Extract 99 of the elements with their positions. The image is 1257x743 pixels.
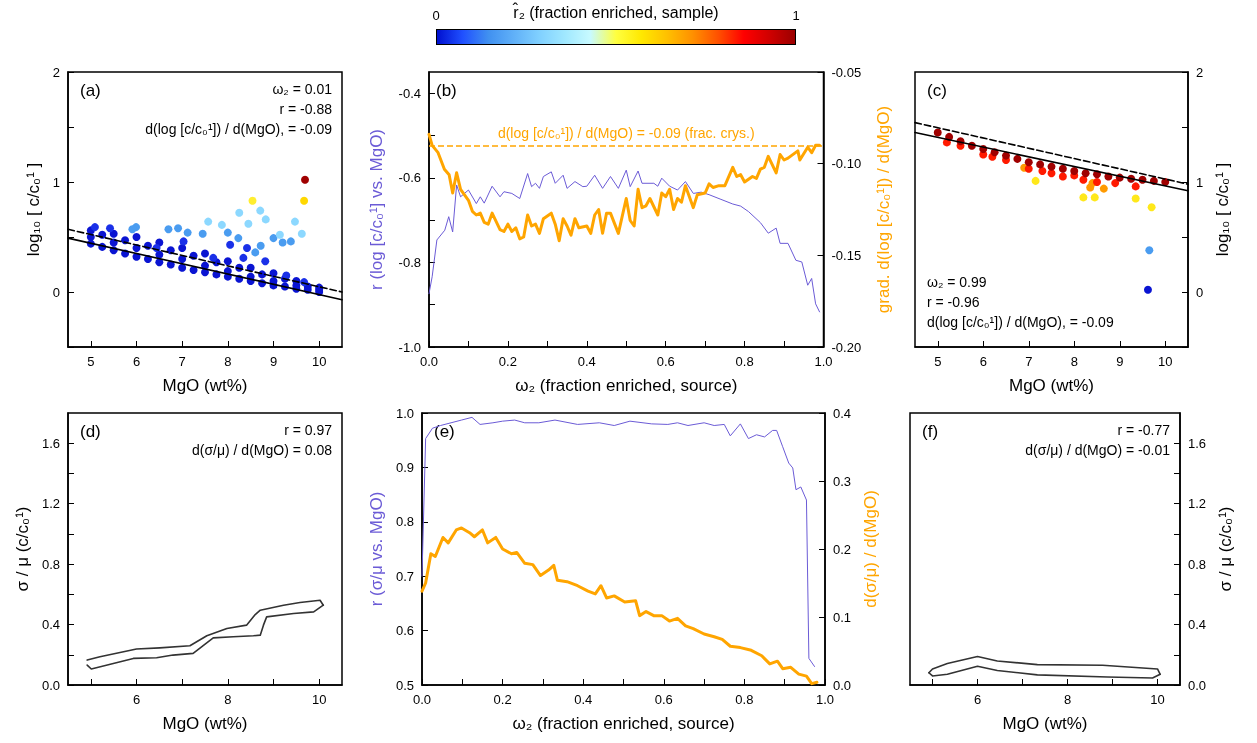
y-tick-label: 1 [52,174,60,190]
annotation: ω₂ = 0.99 [927,274,987,290]
annotation: r = -0.77 [1117,422,1171,438]
x-tick-label: 10 [1150,692,1165,707]
x-tick-label: 8 [224,692,232,707]
annotation: (c) [927,81,947,100]
ref-line-label: d(log [c/c₀¹]) / d(MgO) = -0.09 (frac. crys.) [497,125,755,142]
x-tick-label: 6 [973,692,982,707]
y-tick-label: 0.6 [395,623,414,639]
y2-tick-label: 2 [1196,64,1204,80]
x-axis-title: MgO (wt%) [1002,714,1088,733]
y2-tick-label: 0.8 [1188,556,1207,572]
y-tick-label: 0.9 [395,459,414,475]
y-axis-title: r (σ/μ vs. MgO) [367,491,387,607]
x-tick-label: 8 [1063,692,1072,707]
y-tick-label: -1.0 [398,339,421,355]
color-bar-label: 0 [431,8,441,23]
y2-axis-title: grad. d(log [c/c₀¹]) / d(MgO) [874,105,893,314]
y2-tick-label: -0.15 [831,247,862,263]
annotation: (e) [434,422,455,441]
y-tick-label: -0.6 [398,170,421,186]
y-tick-label: -0.8 [398,254,421,270]
x-tick-label: 8 [224,354,232,369]
y2-axis-title: log₁₀ [ c/c₀¹ ] [1213,162,1233,257]
y2-tick-label: 0.4 [833,405,852,421]
y-tick-label: 0.8 [41,556,60,572]
x-tick-label: 1.0 [815,692,835,707]
x-tick-label: 0.6 [654,692,673,707]
annotation: ω₂ = 0.01 [272,81,333,97]
y-tick-label: 0.5 [395,677,414,693]
x-tick-label: 5 [934,354,942,369]
x-tick-label: 6 [132,692,141,707]
y2-tick-label: -0.20 [831,339,862,355]
y2-axis-title: σ / μ (c/c₀¹) [1215,506,1235,592]
x-tick-label: 9 [269,354,278,369]
y2-tick-label: -0.10 [831,156,862,172]
annotation: d(log [c/c₀¹]) / d(MgO), = -0.09 [927,314,1114,330]
y-tick-label: 1.6 [41,435,60,451]
x-tick-label: 5 [87,354,95,369]
x-tick-label: 0.6 [656,354,675,369]
annotation: d(σ/μ) / d(MgO) = 0.08 [191,442,333,458]
y2-axis-title: d(σ/μ) / d(MgO) [860,490,880,608]
y-axis-title: σ / μ (c/c₀¹) [13,506,33,592]
x-tick-label: 0.0 [419,354,439,369]
y-tick-label: 0.8 [395,514,414,530]
y2-tick-label: 1.2 [1188,496,1207,512]
y2-tick-label: -0.05 [831,64,862,80]
x-tick-label: 6 [132,354,141,369]
x-axis-title: MgO (wt%) [162,376,248,395]
y2-tick-label: 0.4 [1188,617,1207,633]
x-axis-title: MgO (wt%) [1009,376,1094,395]
y2-tick-label: 0.3 [833,473,852,489]
y-tick-label: 0.4 [41,617,60,633]
annotation: r = -0.96 [927,294,980,310]
annotation: (f) [922,422,939,441]
x-tick-label: 9 [1116,354,1124,369]
y2-tick-label: 0 [1196,284,1204,300]
y2-tick-label: 0.1 [833,609,852,625]
annotation: (b) [436,81,457,100]
y-tick-label: 0.0 [41,677,60,693]
x-tick-label: 7 [1025,354,1033,369]
y2-tick-label: 0.2 [833,541,852,557]
x-axis-title: ω₂ (fraction enriched, source) [512,714,735,733]
y-tick-label: 0 [52,284,60,300]
color-bar-title: r̂₂ (fraction enriched, sample) [513,4,719,21]
x-tick-label: 1.0 [814,354,833,369]
y-tick-label: -0.4 [398,85,421,101]
x-tick-label: 6 [979,354,987,369]
y2-tick-label: 1 [1196,174,1204,190]
x-tick-label: 0.2 [493,692,512,707]
y-tick-label: 2 [52,64,60,80]
annotation: r = -0.88 [279,101,333,117]
x-tick-label: 10 [1158,354,1173,369]
y-tick-label: 1.0 [395,405,414,421]
y2-tick-label: 0.0 [833,677,852,693]
y-axis-title: log₁₀ [ c/c₀¹ ] [23,162,43,257]
x-tick-label: 10 [311,692,327,707]
x-tick-label: 0.0 [412,692,432,707]
y2-tick-label: 0.0 [1188,677,1207,693]
annotation: d(log [c/c₀¹]) / d(MgO), = -0.09 [145,121,333,137]
x-axis-title: ω₂ (fraction enriched, source) [515,376,738,395]
x-tick-label: 7 [178,354,186,369]
x-tick-label: 8 [1070,354,1078,369]
x-tick-label: 0.4 [577,354,596,369]
annotation: r = 0.97 [284,422,333,438]
x-tick-label: 0.4 [574,692,593,707]
y2-tick-label: 1.6 [1188,435,1207,451]
x-tick-label: 0.8 [735,692,754,707]
annotation: (a) [80,81,101,100]
color-bar-label: 1 [791,8,801,23]
x-axis-title: MgO (wt%) [162,714,248,733]
x-tick-label: 0.2 [498,354,517,369]
annotation: d(σ/μ) / d(MgO) = -0.01 [1025,442,1171,458]
x-tick-label: 0.8 [735,354,754,369]
annotation: (d) [80,422,101,441]
y-tick-label: 1.2 [41,496,60,512]
x-tick-label: 10 [311,354,327,369]
y-axis-title: r (log [c/c₀¹] vs. MgO) [367,128,386,291]
y-tick-label: 0.7 [395,568,414,584]
